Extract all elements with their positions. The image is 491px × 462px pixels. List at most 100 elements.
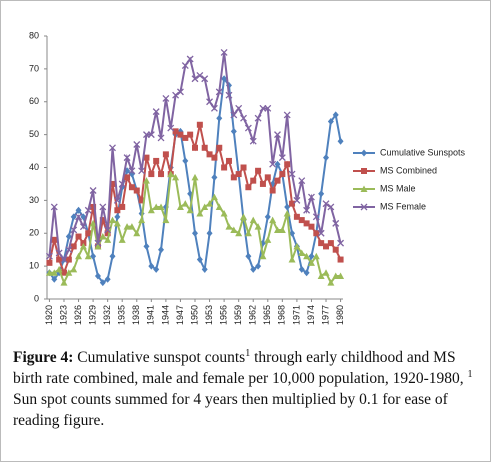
- marker: [89, 187, 97, 194]
- x-tick-label: 1950: [189, 305, 199, 325]
- marker: [196, 210, 204, 217]
- marker: [332, 219, 340, 227]
- y-tick-label: 60: [29, 96, 39, 106]
- marker: [244, 124, 252, 132]
- marker: [327, 117, 334, 125]
- marker: [332, 246, 339, 253]
- marker: [75, 213, 83, 221]
- marker: [60, 269, 67, 276]
- x-tick-label: 1941: [146, 305, 156, 325]
- marker: [361, 168, 367, 174]
- marker: [225, 91, 233, 99]
- marker: [70, 226, 78, 234]
- marker: [240, 164, 247, 171]
- marker: [283, 111, 291, 119]
- marker: [133, 229, 141, 237]
- marker: [284, 203, 291, 211]
- marker: [327, 279, 335, 286]
- x-tick-label: 1956: [218, 305, 228, 325]
- y-tick-label: 10: [29, 261, 39, 271]
- marker: [250, 177, 257, 184]
- marker: [99, 203, 107, 211]
- marker: [245, 184, 252, 191]
- marker: [235, 229, 243, 237]
- marker: [210, 193, 218, 201]
- marker: [99, 233, 107, 240]
- marker: [221, 164, 228, 171]
- marker: [244, 229, 252, 237]
- marker: [206, 151, 213, 158]
- y-tick-label: 30: [29, 195, 39, 205]
- marker: [307, 259, 315, 266]
- caption: Figure 4: Cumulative sunspot counts1 thr…: [13, 347, 479, 431]
- marker: [45, 269, 53, 276]
- marker: [119, 203, 126, 210]
- marker: [230, 174, 237, 181]
- marker: [128, 223, 136, 230]
- marker: [230, 111, 238, 119]
- marker: [293, 242, 301, 250]
- marker: [75, 206, 82, 214]
- x-tick-label: 1965: [262, 305, 272, 325]
- x-tick-label: 1929: [87, 305, 97, 325]
- x-tick-label: 1932: [102, 305, 112, 325]
- marker: [240, 114, 247, 122]
- marker: [288, 256, 296, 263]
- marker: [113, 219, 121, 227]
- legend-entry: Cumulative Sunspots: [353, 147, 466, 157]
- figure-label: Figure 4:: [13, 349, 74, 366]
- marker: [191, 75, 199, 83]
- marker: [293, 213, 300, 220]
- marker: [240, 213, 248, 220]
- legend-entry: MS Male: [353, 183, 416, 193]
- marker: [211, 173, 218, 181]
- marker: [60, 279, 68, 286]
- y-tick-label: 20: [29, 228, 39, 238]
- marker: [264, 104, 272, 112]
- marker: [99, 279, 106, 287]
- marker: [104, 226, 112, 234]
- marker: [50, 269, 58, 276]
- marker: [192, 144, 198, 151]
- legend-label: Cumulative Sunspots: [380, 147, 466, 157]
- marker: [201, 265, 208, 273]
- marker: [264, 236, 272, 243]
- marker: [255, 167, 262, 174]
- marker: [322, 269, 330, 276]
- marker: [220, 48, 228, 56]
- marker: [50, 203, 58, 211]
- marker: [284, 161, 291, 168]
- marker: [250, 265, 257, 273]
- marker: [104, 236, 112, 243]
- marker: [230, 127, 237, 135]
- marker: [143, 154, 150, 161]
- marker: [70, 265, 78, 273]
- x-tick-label: 1920: [44, 305, 54, 325]
- marker: [337, 256, 344, 263]
- marker: [269, 187, 276, 194]
- marker: [206, 229, 213, 237]
- marker: [201, 203, 209, 210]
- marker: [94, 272, 101, 280]
- marker: [289, 229, 296, 237]
- marker: [327, 203, 335, 211]
- marker: [181, 62, 189, 70]
- marker: [56, 256, 63, 263]
- x-tick-label: 1935: [117, 305, 127, 325]
- marker: [215, 203, 223, 210]
- marker: [148, 262, 155, 270]
- marker: [79, 223, 87, 231]
- x-tick-label: 1938: [131, 305, 141, 325]
- legend-entry: MS Combined: [353, 165, 437, 175]
- marker: [273, 226, 281, 233]
- marker: [51, 236, 58, 243]
- marker: [128, 184, 135, 191]
- marker: [210, 104, 218, 112]
- marker: [312, 213, 320, 221]
- marker: [274, 160, 281, 168]
- marker: [84, 252, 92, 260]
- x-tick-label: 1977: [320, 305, 330, 325]
- marker: [176, 88, 184, 96]
- marker: [264, 213, 271, 221]
